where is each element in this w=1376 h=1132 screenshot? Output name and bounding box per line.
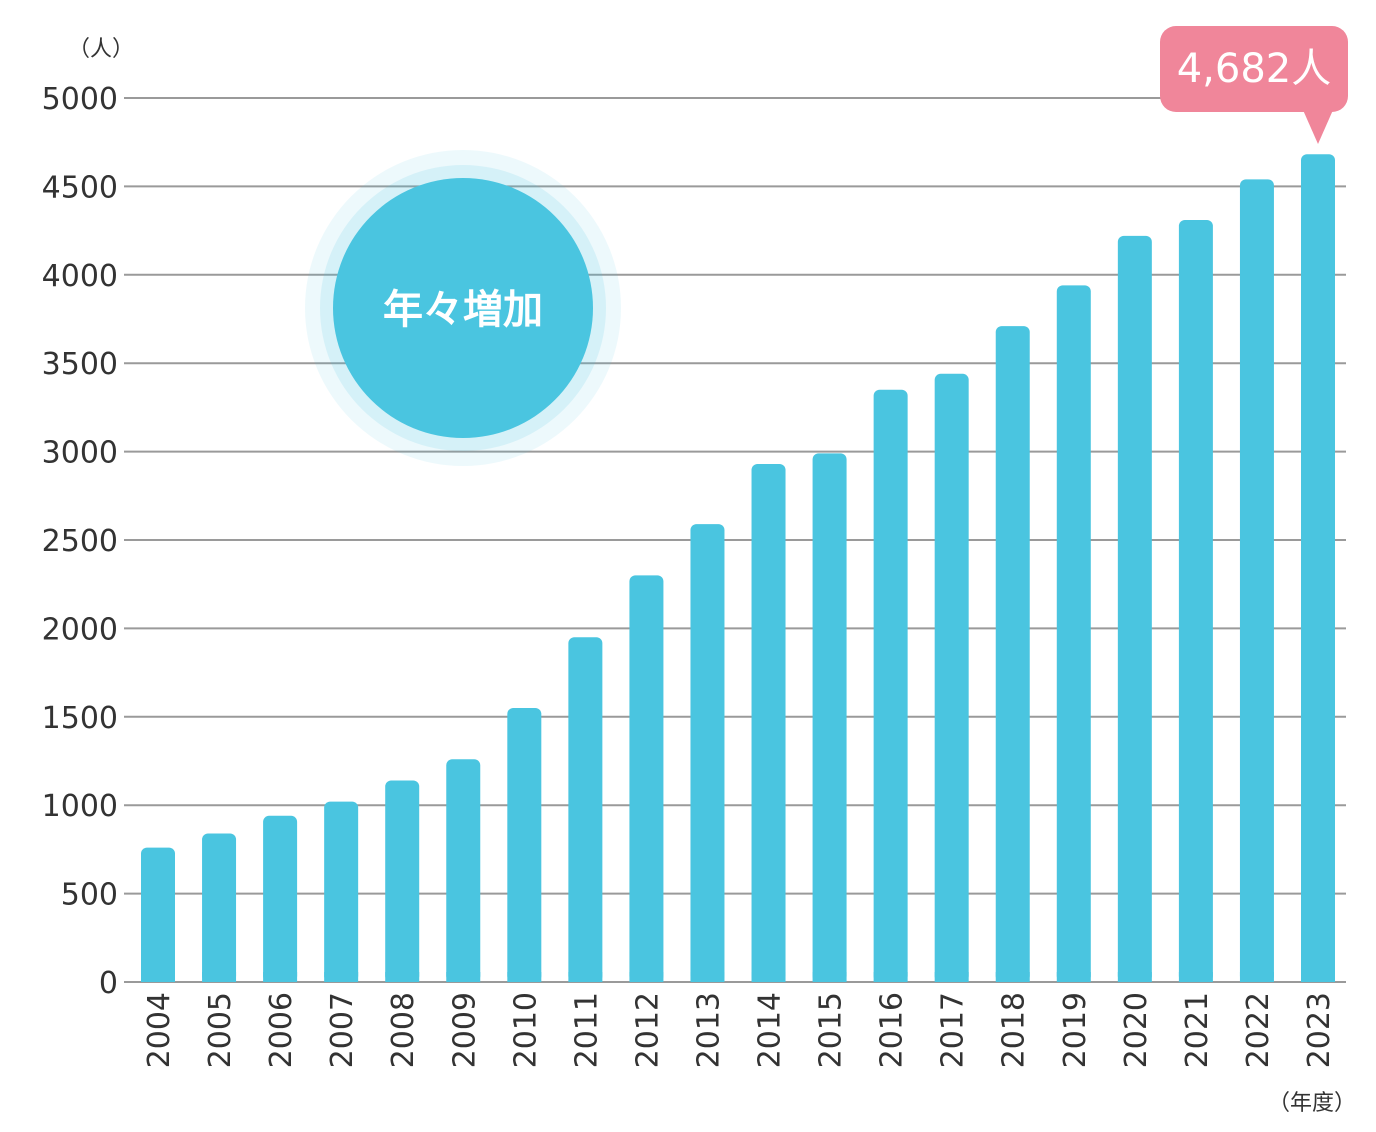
badge-label: 年々増加 bbox=[383, 287, 543, 333]
bar-base bbox=[507, 972, 542, 982]
y-tick-label: 4500 bbox=[42, 170, 118, 205]
bar-base bbox=[995, 972, 1030, 982]
bar bbox=[385, 780, 420, 982]
bar bbox=[629, 575, 664, 982]
x-tick-label: 2018 bbox=[997, 992, 1032, 1068]
bar bbox=[1239, 179, 1274, 982]
y-tick-label: 500 bbox=[61, 878, 118, 913]
bar-base bbox=[873, 972, 908, 982]
x-tick-label: 2021 bbox=[1180, 992, 1215, 1068]
bar bbox=[446, 759, 481, 982]
bar bbox=[812, 453, 847, 982]
bar bbox=[324, 801, 359, 982]
x-tick-label: 2019 bbox=[1058, 992, 1093, 1068]
x-tick-label: 2023 bbox=[1302, 992, 1337, 1068]
bar-base bbox=[1056, 972, 1091, 982]
y-tick-label: 3500 bbox=[42, 347, 118, 382]
x-tick-label: 2012 bbox=[630, 992, 665, 1068]
y-tick-label: 4000 bbox=[42, 259, 118, 294]
y-tick-label: 3000 bbox=[42, 436, 118, 471]
bar bbox=[751, 463, 786, 982]
bar bbox=[141, 847, 175, 982]
bar-base bbox=[629, 972, 664, 982]
x-tick-label: 2004 bbox=[142, 992, 177, 1068]
x-tick-label: 2016 bbox=[875, 992, 910, 1068]
bar bbox=[873, 389, 908, 983]
bar-base bbox=[1117, 972, 1152, 982]
value-callout: 4,682人 bbox=[1160, 26, 1348, 144]
callout-pointer bbox=[1303, 110, 1333, 144]
x-tick-label: 2007 bbox=[325, 992, 360, 1068]
bar-base bbox=[812, 972, 847, 982]
bar bbox=[934, 373, 969, 983]
x-tick-label: 2011 bbox=[569, 992, 604, 1068]
x-axis-ticks: 2004 2005 2006 2007 2008 2009 2010 2011 2012 2013… bbox=[142, 992, 1337, 1068]
bar-base bbox=[1239, 972, 1274, 982]
x-tick-label: 2005 bbox=[203, 992, 238, 1068]
bar-base bbox=[690, 972, 725, 982]
y-axis-ticks: 0 500 1000 1500 2000 2500 3000 3500 4000 4500 5000 bbox=[42, 82, 118, 1001]
bar bbox=[202, 833, 237, 982]
x-tick-label: 2014 bbox=[753, 992, 788, 1068]
increase-badge: 年々増加 bbox=[305, 150, 621, 466]
bar-base bbox=[385, 972, 420, 982]
x-tick-label: 2022 bbox=[1241, 992, 1276, 1068]
y-tick-label: 5000 bbox=[42, 82, 118, 117]
x-tick-label: 2020 bbox=[1119, 992, 1154, 1068]
bar-base bbox=[324, 972, 359, 982]
bar-base bbox=[1178, 972, 1213, 982]
y-tick-label: 2000 bbox=[42, 612, 118, 647]
bar-base bbox=[263, 972, 298, 982]
badge-circle bbox=[333, 178, 593, 438]
x-tick-label: 2017 bbox=[936, 992, 971, 1068]
y-tick-label: 2500 bbox=[42, 524, 118, 559]
y-tick-label: 1500 bbox=[42, 701, 118, 736]
callout-box bbox=[1160, 26, 1348, 112]
bar bbox=[507, 707, 542, 982]
x-tick-label: 2010 bbox=[508, 992, 543, 1068]
bar bbox=[1056, 285, 1091, 983]
bar-base bbox=[568, 972, 603, 982]
x-tick-label: 2015 bbox=[814, 992, 849, 1068]
bar-base bbox=[751, 972, 786, 982]
bar bbox=[1117, 235, 1152, 983]
bar-base bbox=[446, 972, 481, 982]
bar-base bbox=[1301, 972, 1335, 982]
bars bbox=[141, 154, 1335, 983]
bar bbox=[1178, 219, 1213, 982]
callout-label: 4,682人 bbox=[1177, 46, 1332, 92]
bar-base bbox=[934, 972, 969, 982]
x-tick-label: 2006 bbox=[264, 992, 299, 1068]
bar bbox=[1301, 154, 1335, 982]
bar bbox=[690, 524, 725, 982]
x-tick-label: 2013 bbox=[691, 992, 726, 1068]
bar bbox=[263, 815, 298, 982]
x-axis-unit: （年度） bbox=[1268, 1091, 1356, 1116]
y-axis-unit: （人） bbox=[68, 37, 134, 62]
bar-base bbox=[202, 972, 237, 982]
y-tick-label: 1000 bbox=[42, 789, 118, 824]
x-tick-label: 2009 bbox=[447, 992, 482, 1068]
bar bbox=[995, 326, 1030, 982]
bar bbox=[568, 637, 603, 982]
bar-base bbox=[141, 972, 175, 982]
y-tick-label: 0 bbox=[99, 966, 118, 1001]
gridlines bbox=[124, 97, 1346, 983]
x-tick-label: 2008 bbox=[386, 992, 421, 1068]
